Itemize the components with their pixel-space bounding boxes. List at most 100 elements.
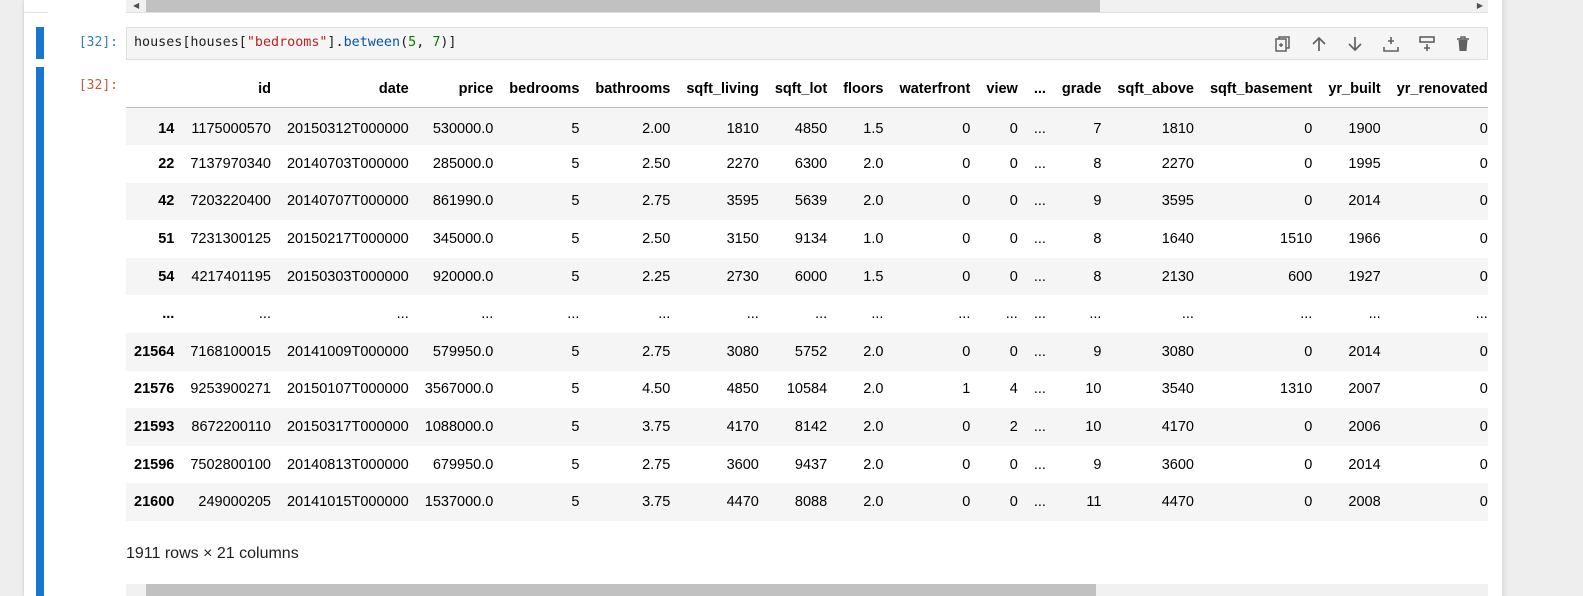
table-cell: 20150312T000000 <box>286 120 409 137</box>
row-index: 42 <box>158 193 175 210</box>
code-editor[interactable]: houses[houses["bedrooms"].between(5, 7)] <box>126 27 1488 60</box>
table-cell: 20140703T000000 <box>286 155 409 172</box>
table-cell: 1.5 <box>863 268 884 285</box>
column-header: yr_built <box>1320 70 1389 108</box>
table-cell: 0 <box>962 456 971 473</box>
table-cell: 3595 <box>1161 193 1194 210</box>
table-cell: 5 <box>571 494 580 511</box>
table-cell: 0 <box>1479 120 1488 137</box>
table-cell: 2007 <box>1348 381 1381 398</box>
table-cell: 0 <box>1304 456 1313 473</box>
table-cell: 0 <box>1009 193 1018 210</box>
table-cell: ... <box>746 306 759 323</box>
table-header-row: id date price bedrooms bathrooms sqft_living s… <box>126 70 1488 108</box>
table-cell: 20150317T000000 <box>286 419 409 436</box>
duplicate-cell-button[interactable] <box>1265 33 1301 55</box>
table-cell: ... <box>1033 231 1046 248</box>
scroll-right-arrow-icon[interactable]: ▶ <box>1476 1 1483 10</box>
table-cell: 345000.0 <box>432 231 494 248</box>
column-header: sqft_basement <box>1201 70 1321 108</box>
move-down-button[interactable] <box>1337 33 1373 55</box>
table-cell: 0 <box>1304 419 1313 436</box>
table-cell: ... <box>1033 268 1046 285</box>
code-line[interactable]: houses[houses["bedrooms"].between(5, 7)] <box>134 35 457 50</box>
move-up-icon <box>1312 36 1326 51</box>
row-index: 21564 <box>134 343 175 360</box>
table-cell: ... <box>1300 306 1313 323</box>
table-cell: ... <box>1005 306 1018 323</box>
table-cell: 8142 <box>794 419 828 436</box>
table-cell: 2006 <box>1348 419 1381 436</box>
row-index: 21596 <box>134 456 175 473</box>
table-cell: ... <box>567 306 580 323</box>
output-prompt: [32]: <box>78 78 118 93</box>
insert-above-button[interactable] <box>1409 33 1445 55</box>
output-scrollbar[interactable] <box>126 584 1488 596</box>
table-cell: 20150217T000000 <box>286 231 409 248</box>
table-cell: 7203220400 <box>190 193 271 210</box>
column-header: yr_renovated <box>1388 70 1488 108</box>
table-cell: 5 <box>571 381 580 398</box>
table-cell: 7137970340 <box>190 155 271 172</box>
table-cell: 2.75 <box>642 456 671 473</box>
table-cell: 0 <box>1479 343 1488 360</box>
input-collapser[interactable] <box>36 27 44 59</box>
output-collapser[interactable] <box>36 67 44 596</box>
previous-output-edge <box>24 0 48 13</box>
table-cell: 0 <box>1009 231 1018 248</box>
table-cell: 0 <box>1009 268 1018 285</box>
table-cell: ... <box>1033 381 1046 398</box>
table-row: 54 4217401195 20150303T000000 920000.0 5 2.25… <box>126 257 1488 296</box>
table-cell: 5 <box>571 120 580 137</box>
table-cell: 2014 <box>1348 193 1381 210</box>
table-cell: 861990.0 <box>432 193 494 210</box>
table-cell: 2.0 <box>863 419 884 436</box>
table-cell: 0 <box>1304 155 1313 172</box>
table-cell: 1510 <box>1280 231 1313 248</box>
delete-cell-button[interactable] <box>1445 33 1481 55</box>
table-cell: 0 <box>1304 193 1313 210</box>
code-token: 7 <box>432 35 441 50</box>
column-header: bedrooms <box>501 70 588 108</box>
column-header: sqft_above <box>1109 70 1202 108</box>
column-header: grade <box>1053 70 1110 108</box>
insert-above-icon <box>1419 36 1435 51</box>
table-row: ........................................… <box>126 295 1488 334</box>
table-row: 51 7231300125 20150217T000000 345000.0 5 2.50… <box>126 220 1488 258</box>
table-cell: 1810 <box>1161 120 1194 137</box>
table-row: 21596 7502800100 20140813T000000 679950.0 5 2… <box>126 445 1488 484</box>
table-body: 14 1175000570 20150312T000000 530000.0 5 2.00… <box>126 107 1488 522</box>
table-cell: 5 <box>571 456 580 473</box>
previous-output-scrollbar[interactable]: ◀ ▶ <box>126 0 1488 13</box>
index-header <box>126 70 183 108</box>
row-index: 22 <box>158 155 175 172</box>
column-header: price <box>416 70 502 108</box>
move-up-button[interactable] <box>1301 33 1337 55</box>
table-cell: ... <box>1033 419 1046 436</box>
table-cell: ... <box>396 306 409 323</box>
table-cell: 7231300125 <box>190 231 271 248</box>
table-cell: 9 <box>1093 343 1102 360</box>
insert-below-button[interactable] <box>1373 33 1409 55</box>
table-cell: 10584 <box>786 381 828 398</box>
scrollbar-thumb[interactable] <box>146 0 1100 12</box>
row-index: 51 <box>158 231 175 248</box>
table-cell: 2.0 <box>863 193 884 210</box>
table-cell: 0 <box>1304 343 1313 360</box>
table-cell: 9134 <box>794 231 828 248</box>
scroll-left-arrow-icon[interactable]: ◀ <box>133 1 140 10</box>
table-cell: 285000.0 <box>432 155 494 172</box>
table-cell: 2.00 <box>642 120 671 137</box>
table-cell: 20150107T000000 <box>286 381 409 398</box>
column-header: id <box>182 70 279 108</box>
table-cell: 20141009T000000 <box>286 343 409 360</box>
table-cell: 3540 <box>1161 381 1194 398</box>
table-cell: 0 <box>1009 120 1018 137</box>
table-cell: ... <box>481 306 494 323</box>
table-cell: 1.0 <box>863 231 884 248</box>
code-token: "bedrooms" <box>246 35 328 50</box>
table-cell: 2.75 <box>642 343 671 360</box>
scrollbar-thumb[interactable] <box>146 584 1096 596</box>
table-cell: 10 <box>1085 419 1102 436</box>
table-cell: 0 <box>1009 155 1018 172</box>
